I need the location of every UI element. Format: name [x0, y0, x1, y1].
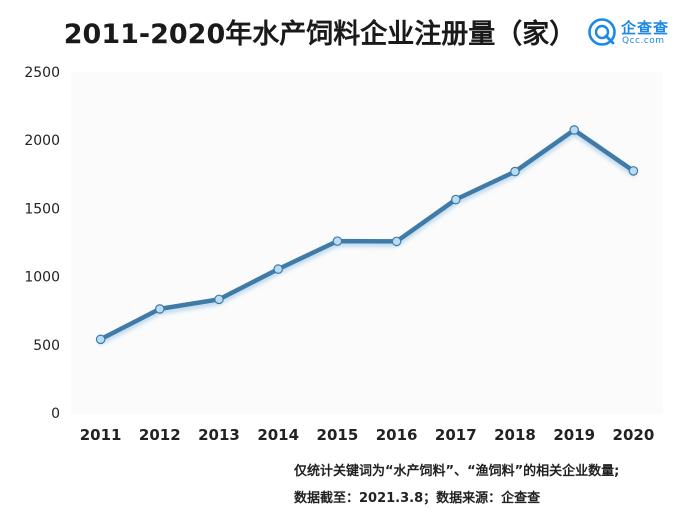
data-point-2013: [214, 294, 224, 305]
series-group: [95, 125, 639, 345]
data-point-2011: [95, 334, 106, 345]
data-point-2020: [628, 166, 639, 176]
y-tick-label: 1000: [24, 270, 60, 286]
logo-brand-name: 企查查: [621, 19, 670, 37]
x-tick-label: 2012: [139, 426, 181, 444]
x-axis: 2011 2012 2013 2014 2015 2016 2017 2018 2019 2020: [80, 426, 655, 444]
data-point-2016: [391, 236, 402, 247]
data-point-2019: [569, 125, 579, 135]
y-tick-label: 2500: [24, 65, 60, 81]
x-tick-label: 2015: [317, 426, 359, 444]
y-axis: 0 500 1000 1500 2000 2500: [24, 65, 60, 422]
data-point-2018: [510, 166, 520, 177]
x-tick-label: 2016: [376, 426, 418, 444]
x-tick-label: 2020: [613, 426, 655, 444]
data-point-2014: [273, 264, 283, 274]
x-tick-label: 2019: [553, 426, 595, 444]
data-point-2015: [332, 236, 343, 246]
footnote-scope: 仅统计关键词为“水产饲料”、“渔饲料”的相关企业数量;: [294, 464, 620, 479]
y-tick-label: 2000: [24, 133, 60, 149]
logo-brand-domain: Qcc.com: [622, 36, 665, 46]
y-tick-label: 0: [51, 406, 60, 422]
qcc-logo: 企查查 Qcc.com: [588, 16, 696, 50]
x-tick-label: 2014: [257, 426, 299, 444]
series-line: [98, 127, 636, 342]
y-tick-label: 500: [33, 338, 60, 354]
data-point-2012: [155, 304, 165, 314]
footnote-source: 数据截至：2021.3.8；数据来源：企查查: [294, 491, 541, 506]
x-tick-label: 2011: [80, 426, 122, 444]
x-tick-label: 2018: [494, 426, 536, 444]
qcc-logo-icon: [588, 18, 616, 46]
x-tick-label: 2017: [435, 426, 477, 444]
y-tick-label: 1500: [24, 201, 60, 217]
chart-title: 2011-2020年水产饲料企业注册量（家）: [63, 19, 577, 50]
x-tick-label: 2013: [198, 426, 240, 444]
data-point-2017: [450, 194, 461, 205]
